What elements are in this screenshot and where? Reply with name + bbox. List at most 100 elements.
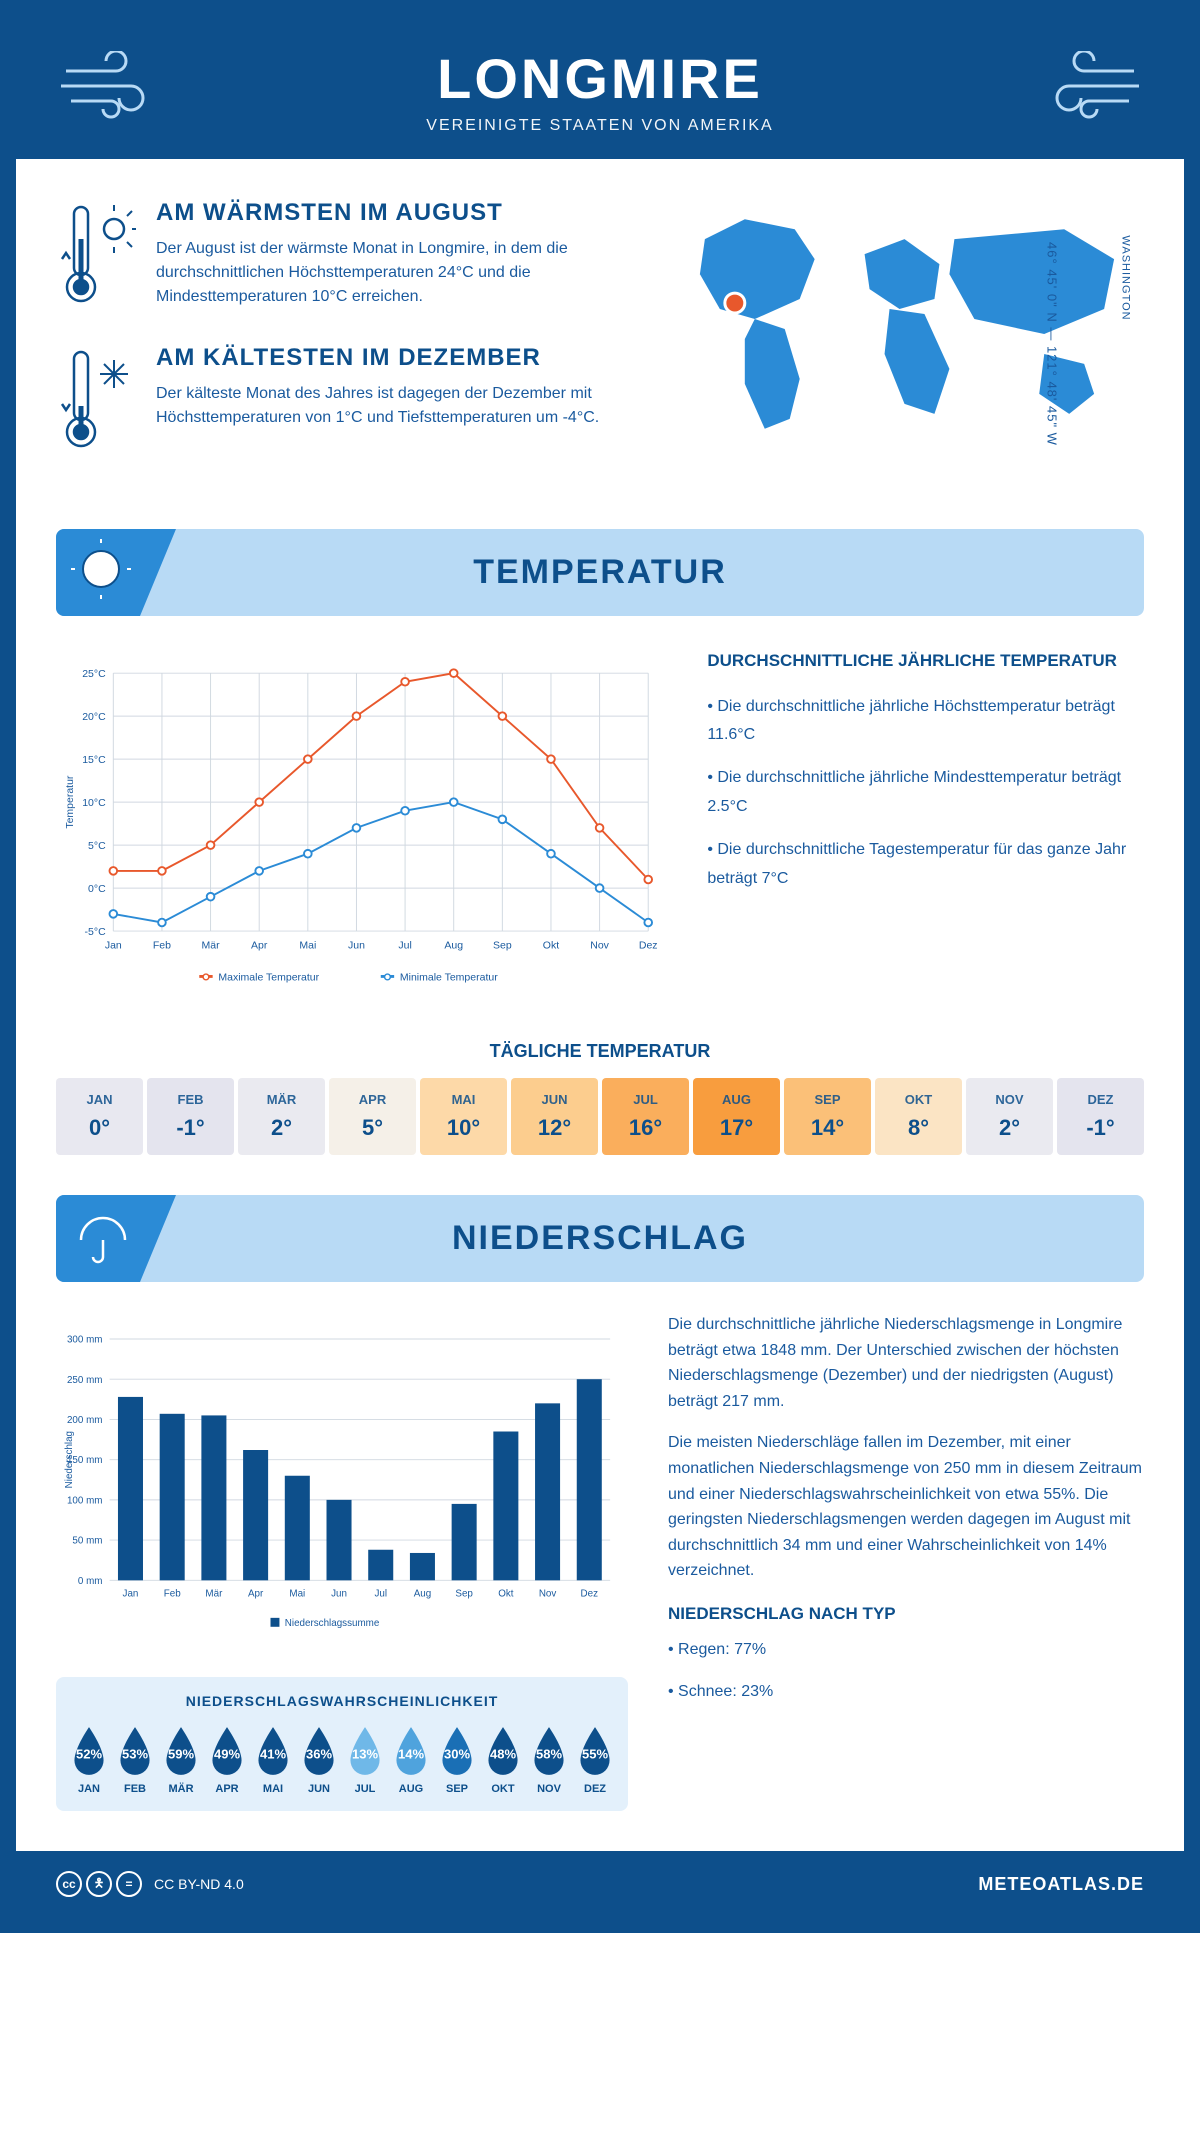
probability-drop: 41%MAI [252, 1725, 294, 1795]
umbrella-icon [71, 1205, 131, 1265]
daily-temp-cell: AUG17° [693, 1078, 780, 1155]
precip-type-item: • Schnee: 23% [668, 1679, 1144, 1705]
temperature-chart: -5°C0°C5°C10°C15°C20°C25°CJanFebMärAprMa… [56, 646, 667, 1011]
daily-heading: TÄGLICHE TEMPERATUR [56, 1041, 1144, 1062]
daily-temp-cell: SEP14° [784, 1078, 871, 1155]
probability-drop: 30%SEP [436, 1725, 478, 1795]
probability-drop: 53%FEB [114, 1725, 156, 1795]
warmest-heading: AM WÄRMSTEN IM AUGUST [156, 199, 605, 227]
coldest-heading: AM KÄLTESTEN IM DEZEMBER [156, 344, 605, 372]
svg-text:Sep: Sep [493, 939, 512, 951]
precipitation-info: Die durchschnittliche jährliche Niedersc… [668, 1312, 1144, 1811]
coldest-fact: AM KÄLTESTEN IM DEZEMBER Der kälteste Mo… [56, 344, 605, 459]
daily-temp-cell: MAI10° [420, 1078, 507, 1155]
svg-text:300 mm: 300 mm [67, 1335, 103, 1346]
world-map: WASHINGTON 46° 45' 0" N — 121° 48' 45" W [645, 199, 1144, 489]
precip-text-2: Die meisten Niederschläge fallen im Deze… [668, 1430, 1144, 1584]
svg-text:0°C: 0°C [88, 883, 106, 895]
temp-bullet: • Die durchschnittliche jährliche Höchst… [707, 693, 1144, 751]
svg-text:50 mm: 50 mm [72, 1536, 102, 1547]
svg-text:Jan: Jan [123, 1588, 139, 1599]
precip-type-item: • Regen: 77% [668, 1637, 1144, 1663]
header: LONGMIRE VEREINIGTE STAATEN VON AMERIKA [16, 16, 1184, 159]
svg-text:Jun: Jun [348, 939, 365, 951]
probability-drop: 49%APR [206, 1725, 248, 1795]
svg-text:Apr: Apr [248, 1588, 264, 1599]
daily-temperature-table: TÄGLICHE TEMPERATUR JAN0°FEB-1°MÄR2°APR5… [56, 1041, 1144, 1155]
svg-text:Mär: Mär [202, 939, 221, 951]
svg-text:100 mm: 100 mm [67, 1495, 103, 1506]
daily-temp-cell: APR5° [329, 1078, 416, 1155]
probability-drop: 13%JUL [344, 1725, 386, 1795]
svg-text:Nov: Nov [539, 1588, 557, 1599]
svg-text:Okt: Okt [543, 939, 559, 951]
daily-temp-cell: JAN0° [56, 1078, 143, 1155]
precip-text-1: Die durchschnittliche jährliche Niedersc… [668, 1312, 1144, 1414]
svg-text:Apr: Apr [251, 939, 268, 951]
svg-text:Niederschlag: Niederschlag [64, 1431, 75, 1488]
sun-icon [71, 539, 131, 599]
svg-text:200 mm: 200 mm [67, 1415, 103, 1426]
svg-text:-5°C: -5°C [85, 926, 107, 938]
title: LONGMIRE [56, 46, 1144, 111]
svg-text:Jul: Jul [398, 939, 411, 951]
probability-drop: 36%JUN [298, 1725, 340, 1795]
svg-text:15°C: 15°C [82, 754, 106, 766]
svg-text:Aug: Aug [414, 1588, 431, 1599]
coordinates: 46° 45' 0" N — 121° 48' 45" W [1045, 242, 1060, 446]
cc-icons: cc🯅= [56, 1871, 142, 1897]
svg-text:Nov: Nov [590, 939, 609, 951]
svg-text:Jan: Jan [105, 939, 122, 951]
svg-text:Feb: Feb [153, 939, 171, 951]
daily-temp-cell: JUL16° [602, 1078, 689, 1155]
daily-temp-cell: MÄR2° [238, 1078, 325, 1155]
by-type-heading: NIEDERSCHLAG NACH TYP [668, 1600, 1144, 1627]
svg-text:Okt: Okt [498, 1588, 514, 1599]
probability-drop: 48%OKT [482, 1725, 524, 1795]
svg-text:Minimale Temperatur: Minimale Temperatur [400, 972, 498, 984]
svg-text:Mai: Mai [289, 1588, 305, 1599]
svg-text:5°C: 5°C [88, 840, 106, 852]
svg-text:Temperatur: Temperatur [64, 775, 76, 829]
temperature-info: DURCHSCHNITTLICHE JÄHRLICHE TEMPERATUR •… [707, 646, 1144, 1011]
temperature-header: TEMPERATUR [56, 529, 1144, 616]
svg-text:Aug: Aug [444, 939, 463, 951]
license-text: CC BY-ND 4.0 [154, 1876, 244, 1892]
thermometer-sun-icon [56, 199, 136, 314]
daily-temp-cell: OKT8° [875, 1078, 962, 1155]
precipitation-chart: 0 mm50 mm100 mm150 mm200 mm250 mm300 mmJ… [56, 1312, 628, 1657]
precip-section-title: NIEDERSCHLAG [86, 1219, 1114, 1258]
probability-drop: 55%DEZ [574, 1725, 616, 1795]
daily-temp-cell: NOV2° [966, 1078, 1053, 1155]
svg-text:Dez: Dez [639, 939, 658, 951]
svg-text:Jun: Jun [331, 1588, 347, 1599]
svg-text:Maximale Temperatur: Maximale Temperatur [218, 972, 319, 984]
daily-temp-cell: FEB-1° [147, 1078, 234, 1155]
svg-text:Niederschlagssumme: Niederschlagssumme [285, 1618, 380, 1629]
svg-text:Mai: Mai [299, 939, 316, 951]
svg-text:Sep: Sep [455, 1588, 473, 1599]
probability-drop: 14%AUG [390, 1725, 432, 1795]
thermometer-snow-icon [56, 344, 136, 459]
site-name: METEOATLAS.DE [978, 1874, 1144, 1895]
svg-text:250 mm: 250 mm [67, 1375, 103, 1386]
region-label: WASHINGTON [1119, 235, 1131, 320]
temp-bullet: • Die durchschnittliche jährliche Mindes… [707, 764, 1144, 822]
subtitle: VEREINIGTE STAATEN VON AMERIKA [56, 117, 1144, 135]
warmest-fact: AM WÄRMSTEN IM AUGUST Der August ist der… [56, 199, 605, 314]
probability-box: NIEDERSCHLAGSWAHRSCHEINLICHKEIT 52%JAN53… [56, 1677, 628, 1811]
svg-text:25°C: 25°C [82, 668, 106, 680]
svg-text:0 mm: 0 mm [78, 1576, 103, 1587]
svg-text:Dez: Dez [581, 1588, 599, 1599]
daily-temp-cell: JUN12° [511, 1078, 598, 1155]
svg-text:Feb: Feb [164, 1588, 181, 1599]
wind-icon-right [1034, 51, 1144, 126]
temp-bullet: • Die durchschnittliche Tagestemperatur … [707, 836, 1144, 894]
probability-drop: 52%JAN [68, 1725, 110, 1795]
footer: cc🯅= CC BY-ND 4.0 METEOATLAS.DE [16, 1851, 1184, 1917]
precipitation-header: NIEDERSCHLAG [56, 1195, 1144, 1282]
wind-icon-left [56, 51, 166, 126]
probability-drop: 58%NOV [528, 1725, 570, 1795]
daily-temp-cell: DEZ-1° [1057, 1078, 1144, 1155]
warmest-text: Der August ist der wärmste Monat in Long… [156, 237, 605, 309]
